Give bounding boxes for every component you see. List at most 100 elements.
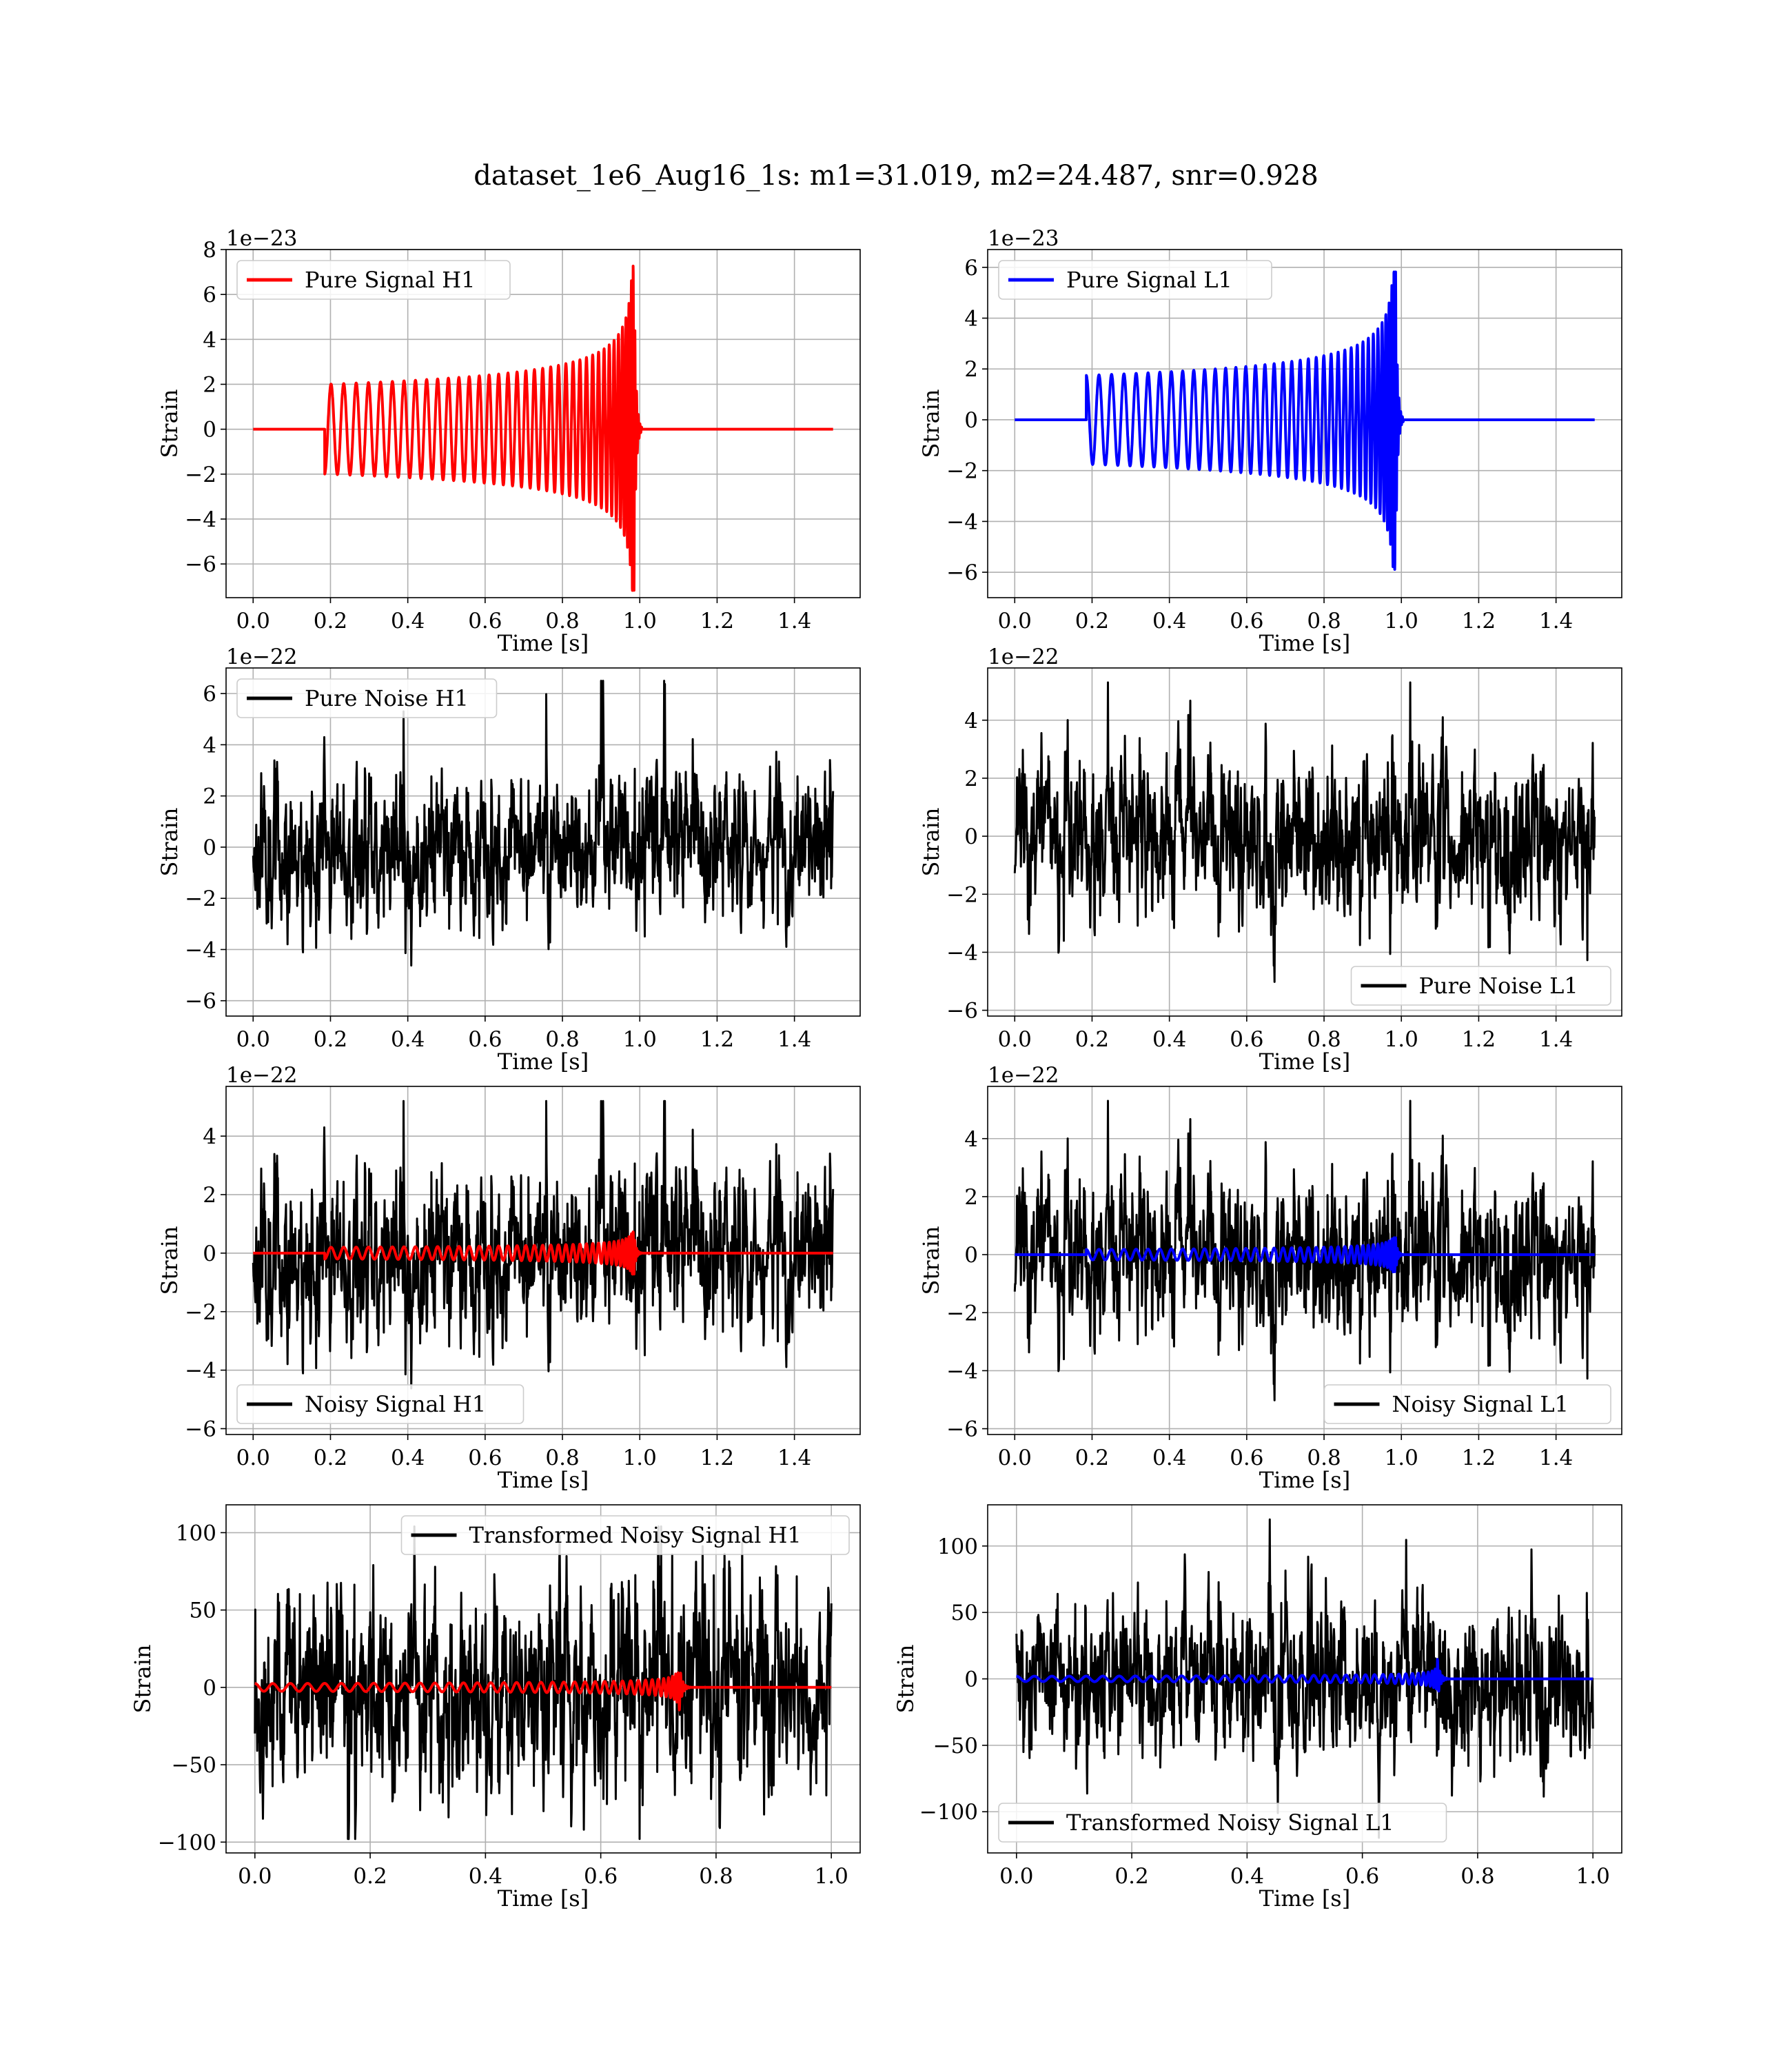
- legend-label: Noisy Signal H1: [305, 1391, 486, 1417]
- x-tick-label: 0.8: [1307, 609, 1341, 633]
- y-tick-label: 100: [176, 1521, 216, 1545]
- series-group: [252, 680, 835, 967]
- series-line-1: [1013, 1099, 1596, 1401]
- y-axis-label: Strain: [156, 1226, 183, 1295]
- x-tick-label: 1.2: [1462, 609, 1496, 633]
- y-tick-label: 4: [964, 1127, 978, 1152]
- y-tick-label: 50: [190, 1599, 216, 1623]
- y-offset-label: 1e−23: [988, 226, 1059, 251]
- y-tick-label: −6: [946, 1417, 978, 1442]
- x-tick-label: 1.2: [700, 609, 734, 633]
- x-axis-label: Time [s]: [1259, 1467, 1350, 1493]
- y-tick-label: −2: [185, 886, 216, 911]
- y-tick-label: 4: [203, 1124, 216, 1149]
- x-tick-label: 0.0: [236, 609, 270, 633]
- series-line-1: [254, 1525, 833, 1841]
- x-tick-label: 0.4: [391, 1027, 425, 1052]
- legend-box: [1350, 966, 1611, 1006]
- x-axis-label: Time [s]: [498, 1048, 589, 1075]
- x-axis-label: Time [s]: [1259, 1048, 1350, 1075]
- y-tick-label: 0: [964, 824, 978, 849]
- noisy-signal-l1-subplot: 0.0 0.2 0.4 0.6 0.8 1.0 1.2 1.4 −6 −4 −2 0 2 4 Time [s…: [918, 1063, 1622, 1493]
- legend-box: [998, 260, 1272, 300]
- x-tick-label: 0.0: [998, 609, 1032, 633]
- pure-noise-h1-subplot: 0.0 0.2 0.4 0.6 0.8 1.0 1.2 1.4 −6 −4 −2 0 2 4 6 Time […: [156, 645, 861, 1075]
- y-axis-label: Strain: [156, 808, 183, 877]
- y-tick-label: −4: [185, 507, 216, 532]
- series-line-1: [252, 680, 835, 967]
- y-tick-label: 2: [964, 767, 978, 791]
- x-axis-label: Time [s]: [498, 1885, 589, 1912]
- y-tick-label: −50: [172, 1753, 216, 1778]
- legend: Pure Signal H1: [236, 260, 511, 300]
- x-tick-label: 1.0: [623, 1446, 657, 1470]
- y-offset-label: 1e−22: [988, 1063, 1059, 1088]
- y-tick-label: 2: [203, 372, 216, 397]
- x-tick-label: 0.6: [1345, 1864, 1379, 1889]
- x-tick-label: 0.0: [998, 1027, 1032, 1052]
- x-tick-label: 1.0: [1385, 1446, 1418, 1470]
- legend-label: Pure Signal H1: [305, 267, 476, 293]
- x-tick-label: 0.4: [1152, 1446, 1186, 1470]
- axes-frame: [225, 249, 861, 598]
- y-tick-label: 2: [964, 357, 978, 382]
- y-tick-label: −50: [933, 1734, 978, 1758]
- axes-frame: [987, 1086, 1622, 1435]
- legend: Transformed Noisy Signal L1: [998, 1803, 1447, 1843]
- y-axis-label: Strain: [918, 808, 944, 877]
- y-tick-label: 0: [203, 1676, 216, 1701]
- y-tick-label: 0: [203, 418, 216, 443]
- legend: Transformed Noisy Signal H1: [400, 1515, 850, 1555]
- x-tick-label: 0.0: [999, 1864, 1033, 1889]
- x-tick-label: 1.2: [1462, 1446, 1496, 1470]
- axes-frame: [225, 1504, 861, 1854]
- x-tick-label: 1.0: [1576, 1864, 1610, 1889]
- pure-signal-l1-subplot: 0.0 0.2 0.4 0.6 0.8 1.0 1.2 1.4 −6 −4 −2 0 2 4 6 Time […: [918, 226, 1622, 656]
- transformed-noisy-signal-h1-subplot: 0.0 0.2 0.4 0.6 0.8 1.0 −100 −50 0 50 100 Time [s] S…: [130, 1504, 861, 1912]
- legend: Noisy Signal L1: [1323, 1384, 1611, 1424]
- x-tick-label: 0.4: [391, 609, 425, 633]
- x-tick-label: 1.2: [700, 1027, 734, 1052]
- x-tick-label: 0.6: [1230, 609, 1263, 633]
- y-tick-label: 6: [964, 256, 978, 281]
- x-tick-label: 1.0: [623, 1027, 657, 1052]
- suptitle: dataset_1e6_Aug16_1s: m1=31.019, m2=24.4…: [474, 160, 1318, 192]
- x-tick-label: 0.8: [1307, 1446, 1341, 1470]
- x-tick-label: 1.4: [1539, 609, 1573, 633]
- x-tick-label: 0.6: [468, 609, 502, 633]
- x-tick-label: 0.2: [1075, 1446, 1109, 1470]
- y-axis-label: Strain: [918, 1226, 944, 1295]
- axes-frame: [225, 667, 861, 1017]
- legend-label: Pure Noise L1: [1419, 973, 1578, 999]
- x-tick-label: 0.2: [1114, 1864, 1148, 1889]
- x-tick-label: 0.0: [998, 1446, 1032, 1470]
- y-tick-label: −100: [158, 1830, 216, 1855]
- y-tick-label: 2: [964, 1185, 978, 1210]
- series-group: [1013, 270, 1596, 571]
- transformed-noisy-signal-l1-subplot: 0.0 0.2 0.4 0.6 0.8 1.0 −100 −50 0 50 100 Time [s] S…: [893, 1504, 1622, 1912]
- x-axis-label: Time [s]: [498, 1467, 589, 1493]
- x-tick-label: 0.0: [236, 1446, 270, 1470]
- x-axis-label: Time [s]: [1259, 1885, 1350, 1912]
- y-tick-label: 0: [964, 1243, 978, 1268]
- legend: Pure Signal L1: [998, 260, 1272, 300]
- y-tick-label: 6: [203, 682, 216, 707]
- y-tick-label: 4: [203, 327, 216, 352]
- x-tick-label: 1.4: [1539, 1446, 1573, 1470]
- x-tick-label: 0.8: [545, 609, 579, 633]
- y-tick-label: 2: [203, 1183, 216, 1208]
- series-line-1: [252, 1099, 835, 1390]
- legend-label: Pure Noise H1: [305, 685, 469, 711]
- x-tick-label: 1.2: [1462, 1027, 1496, 1052]
- legend-box: [236, 260, 511, 300]
- x-tick-label: 0.8: [699, 1864, 733, 1889]
- series-group: [254, 1525, 833, 1841]
- x-axis-label: Time [s]: [498, 630, 589, 656]
- x-tick-label: 1.0: [815, 1864, 848, 1889]
- y-tick-label: −4: [946, 1359, 978, 1383]
- y-tick-label: 0: [964, 1667, 978, 1692]
- x-axis-label: Time [s]: [1259, 630, 1350, 656]
- y-tick-label: 4: [964, 307, 978, 332]
- x-tick-label: 0.2: [314, 1446, 347, 1470]
